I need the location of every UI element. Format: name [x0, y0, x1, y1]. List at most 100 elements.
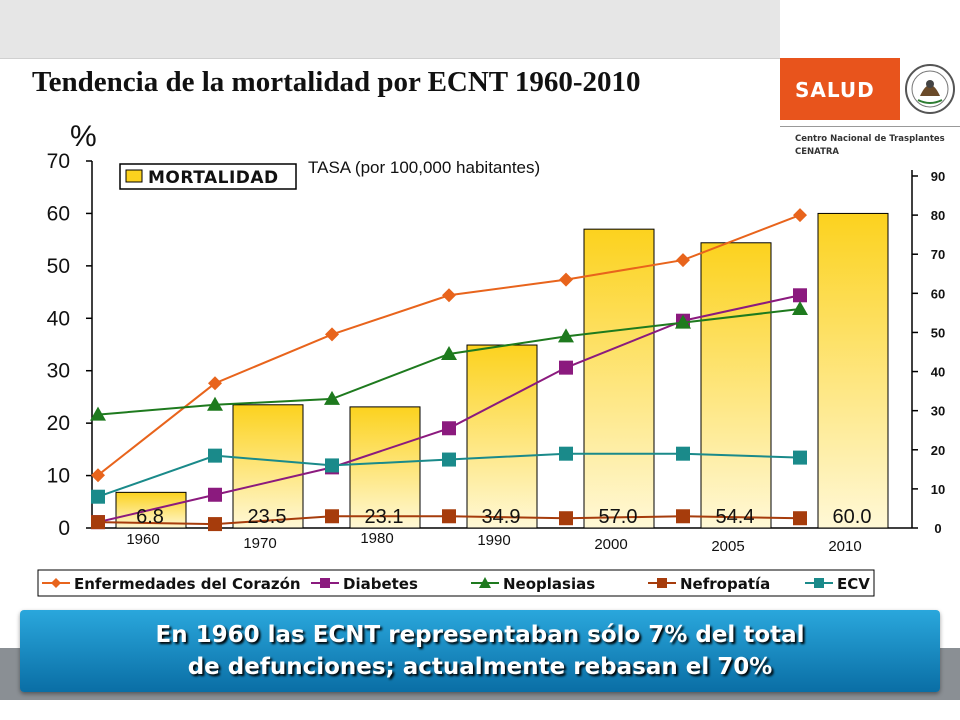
conclusion-banner [20, 610, 940, 692]
legend-label: Enfermedades del Corazón [74, 575, 301, 593]
bar-legend-box [119, 163, 297, 190]
org-name-line2: CENATRA [795, 147, 839, 157]
bar-2000 [583, 228, 655, 529]
bar-value-label: 57.0 [599, 506, 638, 528]
data-point [793, 450, 807, 465]
bar-value-label: 6.8 [136, 506, 164, 528]
legend-marker [814, 578, 824, 588]
x-tick-label: 1980 [360, 530, 393, 547]
legend-label: Diabetes [343, 575, 418, 593]
top-header-bar [0, 0, 780, 59]
left-tick-label: 20 [47, 412, 70, 435]
right-tick-label: 10 [931, 482, 945, 497]
right-tick-label: 40 [931, 365, 945, 380]
data-point [676, 509, 690, 524]
data-point [559, 446, 573, 461]
left-tick-label: 50 [47, 255, 70, 278]
data-point [675, 314, 691, 329]
data-point [91, 489, 105, 504]
brand-name: SALUD [795, 78, 875, 102]
data-point [208, 517, 222, 532]
legend-marker [657, 578, 667, 588]
data-point [91, 515, 105, 530]
right-tick-label: 80 [931, 208, 945, 223]
data-point [441, 345, 457, 360]
series-line-0 [97, 214, 801, 476]
left-axis-label: % [70, 120, 97, 153]
data-point [676, 446, 690, 461]
data-point [208, 448, 222, 463]
right-tick-label: 20 [931, 443, 945, 458]
data-point [90, 406, 106, 421]
data-point [442, 452, 456, 467]
x-tick-label: 2010 [828, 538, 861, 555]
legend-label: ECV [837, 575, 870, 593]
data-point [559, 511, 573, 526]
legend-marker [320, 578, 330, 588]
left-tick-label: 10 [47, 465, 70, 488]
data-point [207, 396, 223, 411]
brand-logo-box [780, 58, 900, 120]
x-tick-label: 1960 [126, 531, 159, 548]
legend-label: Nefropatía [680, 575, 770, 593]
x-tick-label: 2000 [594, 536, 627, 553]
organization-name: Centro Nacional de Trasplantes CENATRA [795, 133, 945, 159]
left-tick-label: 0 [58, 517, 70, 540]
x-tick-label: 1990 [477, 532, 510, 549]
data-point [442, 421, 456, 436]
bar-2010 [817, 212, 889, 529]
bar-1970 [232, 404, 304, 529]
bar-legend-swatch [125, 169, 143, 183]
legend-marker [479, 577, 491, 588]
left-tick-label: 30 [47, 360, 70, 383]
right-tick-label: 50 [931, 325, 945, 340]
bar-value-label: 60.0 [833, 506, 872, 528]
right-axis-label: TASA (por 100,000 habitantes) [308, 158, 541, 177]
series-line-2 [97, 307, 801, 416]
left-tick-label: 40 [47, 307, 70, 330]
data-point [558, 328, 574, 343]
bar-value-label: 34.9 [482, 506, 521, 528]
data-point [324, 390, 340, 405]
x-tick-label: 2005 [711, 538, 744, 555]
data-point [793, 288, 807, 303]
line-legend-box [37, 569, 875, 597]
bar-1980 [349, 406, 421, 529]
data-point [325, 509, 339, 524]
bar-value-label: 54.4 [716, 506, 755, 528]
bar-legend-label: MORTALIDAD [148, 168, 279, 188]
x-tick-label: 1970 [243, 535, 276, 552]
right-tick-label: 0 [934, 521, 941, 536]
bar-1990 [466, 344, 538, 529]
right-tick-label: 90 [931, 169, 945, 184]
data-point [442, 288, 456, 303]
left-tick-label: 60 [47, 202, 70, 225]
data-point [792, 300, 808, 315]
data-point [559, 360, 573, 375]
right-tick-label: 70 [931, 247, 945, 262]
data-point [208, 487, 222, 502]
right-tick-label: 60 [931, 286, 945, 301]
mortality-chart: 0 10 20 30 40 50 60 70 0 10 20 30 40 50 60 70 80 90 6.8 23.… [37, 150, 945, 597]
bar-2005 [700, 242, 772, 529]
right-tick-label: 30 [931, 404, 945, 419]
data-point [676, 253, 690, 268]
data-point [91, 468, 105, 483]
banner-line-2: de defunciones; actualmente rebasan el 7… [187, 654, 773, 680]
page-title: Tendencia de la mortalidad por ECNT 1960… [32, 66, 641, 98]
left-tick-label: 70 [47, 150, 70, 173]
data-point [793, 208, 807, 223]
data-point [208, 376, 222, 391]
data-point [793, 511, 807, 526]
series-line-1 [97, 294, 801, 524]
org-divider [780, 126, 960, 127]
banner-line-1: En 1960 las ECNT representaban sólo 7% d… [155, 622, 805, 648]
bar-value-label: 23.5 [248, 506, 287, 528]
data-point [325, 458, 339, 473]
data-point [325, 327, 339, 342]
data-point [559, 272, 573, 287]
legend-marker [51, 578, 61, 588]
coat-of-arms-icon [905, 64, 955, 114]
data-point [442, 509, 456, 524]
org-name-line1: Centro Nacional de Trasplantes [795, 134, 945, 144]
